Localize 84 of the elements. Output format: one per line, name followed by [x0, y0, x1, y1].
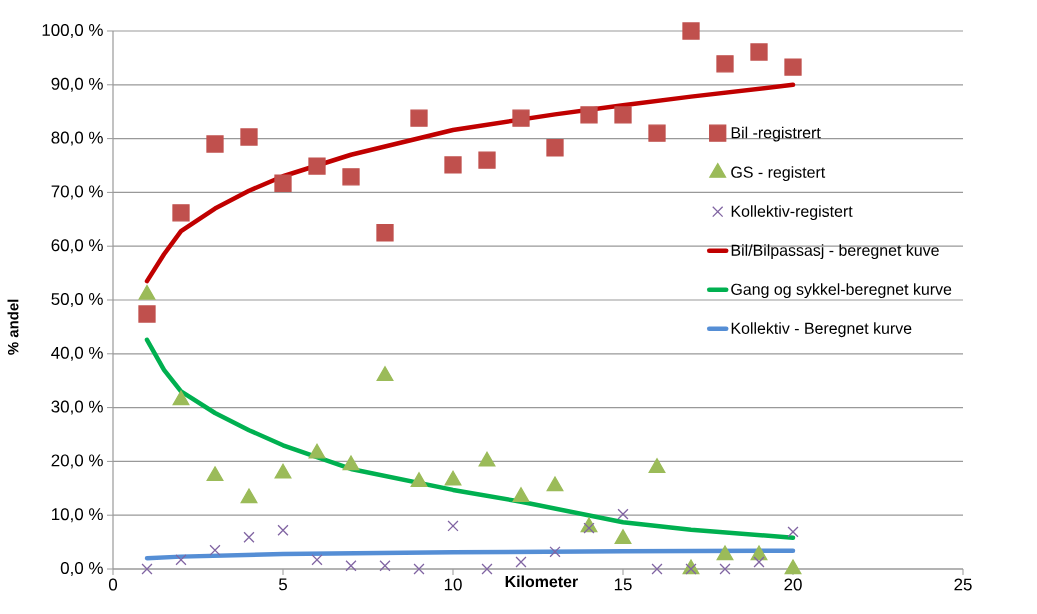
y-tick-label: 10,0 %: [52, 508, 103, 523]
point: [240, 128, 258, 146]
x-tick-label: 5: [278, 578, 287, 591]
point: [478, 151, 496, 169]
legend-label: Bil -registrert: [731, 126, 821, 142]
y-tick-label: 100,0 %: [42, 24, 103, 38]
y-tick-label: 40,0 %: [51, 346, 103, 361]
point: [379, 560, 391, 572]
point: [376, 366, 394, 382]
point: [274, 463, 292, 479]
y-tick-label: 60,0 %: [51, 239, 103, 254]
point: [512, 487, 530, 503]
y-tick-label: 70,0 %: [51, 185, 103, 200]
point: [648, 458, 666, 474]
line-series: [144, 337, 796, 541]
y-axis-title: % andel: [7, 299, 19, 355]
x-axis-title: Kilometer: [505, 575, 578, 588]
point: [138, 305, 156, 323]
point: [444, 470, 462, 486]
point: [342, 168, 360, 186]
point: [342, 455, 360, 471]
point: [682, 22, 700, 40]
legend-label: Kollektiv - Beregnet kurve: [731, 322, 912, 338]
point: [209, 544, 221, 556]
point: [141, 563, 153, 575]
y-tick-label: 90,0 %: [51, 77, 103, 92]
point: [345, 560, 357, 572]
point: [175, 554, 187, 566]
y-tick-label: 30,0 %: [51, 400, 103, 415]
point: [719, 563, 731, 575]
point: [512, 109, 530, 127]
point: [376, 224, 394, 242]
y-tick-label: 20,0 %: [51, 454, 103, 469]
point: [481, 563, 493, 575]
point: [614, 106, 632, 124]
point: [784, 58, 802, 76]
legend-label: Bil/Bilpassasj - beregnet kuve: [731, 244, 939, 260]
legend-label: Kollektiv-registert: [731, 205, 853, 221]
point: [206, 135, 224, 153]
point: [243, 531, 255, 543]
y-tick-label: 80,0 %: [51, 131, 103, 146]
point: [750, 545, 768, 561]
point: [617, 508, 629, 520]
point: [240, 488, 258, 504]
point: [447, 520, 459, 532]
point: [787, 526, 799, 538]
point: [274, 174, 292, 192]
point: [580, 106, 598, 124]
point: [685, 563, 697, 575]
x-tick-label: 20: [784, 578, 802, 591]
point: [784, 559, 802, 575]
point: [410, 472, 428, 487]
point: [515, 556, 527, 568]
y-tick-label: 50,0 %: [51, 293, 103, 307]
x-tick-label: 15: [614, 578, 632, 591]
point: [308, 443, 326, 459]
point: [444, 156, 462, 174]
point: [716, 545, 734, 561]
point: [716, 55, 734, 73]
x-tick-label: 10: [444, 578, 462, 591]
point: [308, 157, 326, 175]
point: [648, 124, 666, 142]
x-tick-label: 25: [954, 578, 972, 591]
x-tick-label: 0: [108, 578, 118, 591]
point: [750, 43, 768, 61]
point: [413, 563, 425, 575]
legend-label: Gang og sykkel-beregnet kurve: [731, 283, 952, 299]
point: [549, 546, 561, 558]
point: [651, 563, 663, 575]
point: [311, 554, 323, 566]
line-series: [144, 548, 796, 561]
point: [614, 529, 632, 545]
point: [546, 139, 564, 157]
point: [753, 556, 765, 568]
point: [546, 476, 564, 492]
point: [583, 522, 595, 534]
legend-label: GS - registert: [731, 166, 826, 182]
y-tick-label: 0,0 %: [60, 562, 103, 576]
point: [277, 524, 289, 536]
point: [172, 204, 190, 222]
point: [478, 451, 496, 467]
point: [172, 390, 190, 406]
point: [206, 466, 224, 482]
point: [410, 109, 428, 127]
